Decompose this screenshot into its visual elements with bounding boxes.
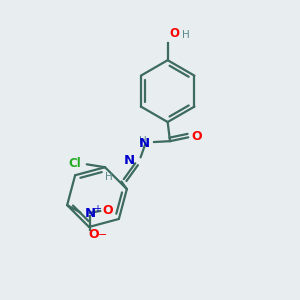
Text: O: O <box>88 228 99 241</box>
Text: +: + <box>93 204 101 214</box>
Text: N: N <box>139 137 150 150</box>
Text: H: H <box>182 31 190 40</box>
Text: −: − <box>98 230 107 240</box>
Text: N: N <box>85 207 96 220</box>
Text: O: O <box>169 28 179 40</box>
Text: H: H <box>105 172 113 182</box>
Text: O: O <box>191 130 202 143</box>
Text: O: O <box>102 204 113 217</box>
Text: H: H <box>139 136 146 146</box>
Text: Cl: Cl <box>69 157 81 169</box>
Text: N: N <box>124 154 135 167</box>
